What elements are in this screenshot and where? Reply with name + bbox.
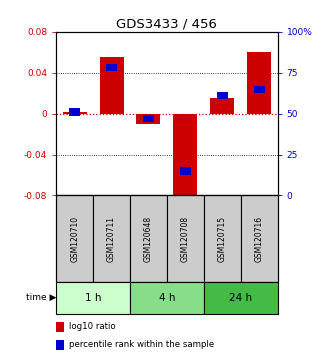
Text: 1 h: 1 h: [85, 293, 101, 303]
Bar: [63, 112, 87, 114]
Bar: [210, 98, 234, 114]
Bar: [130, 281, 204, 314]
Bar: [130, 195, 167, 281]
Bar: [173, 114, 197, 201]
Bar: [56, 281, 130, 314]
Text: GSM120710: GSM120710: [70, 216, 79, 262]
Bar: [106, 64, 117, 72]
Text: 24 h: 24 h: [229, 293, 252, 303]
Bar: [247, 52, 271, 114]
Text: log10 ratio: log10 ratio: [69, 322, 116, 331]
Text: GSM120715: GSM120715: [218, 216, 227, 262]
Bar: [204, 281, 278, 314]
Bar: [254, 86, 265, 93]
Bar: [217, 92, 228, 99]
Text: GSM120648: GSM120648: [144, 216, 153, 262]
Title: GDS3433 / 456: GDS3433 / 456: [117, 18, 217, 31]
Bar: [93, 195, 130, 281]
Text: GSM120711: GSM120711: [107, 216, 116, 262]
Text: time ▶: time ▶: [26, 293, 56, 302]
Bar: [100, 57, 124, 114]
Text: 4 h: 4 h: [159, 293, 175, 303]
Text: percentile rank within the sample: percentile rank within the sample: [69, 341, 214, 349]
Bar: [143, 115, 154, 122]
Bar: [56, 195, 93, 281]
Text: GSM120708: GSM120708: [181, 216, 190, 262]
Text: GSM120716: GSM120716: [255, 216, 264, 262]
Bar: [204, 195, 241, 281]
Bar: [180, 167, 191, 175]
Bar: [136, 114, 160, 124]
Bar: [167, 195, 204, 281]
Bar: [241, 195, 278, 281]
Bar: [69, 108, 80, 116]
